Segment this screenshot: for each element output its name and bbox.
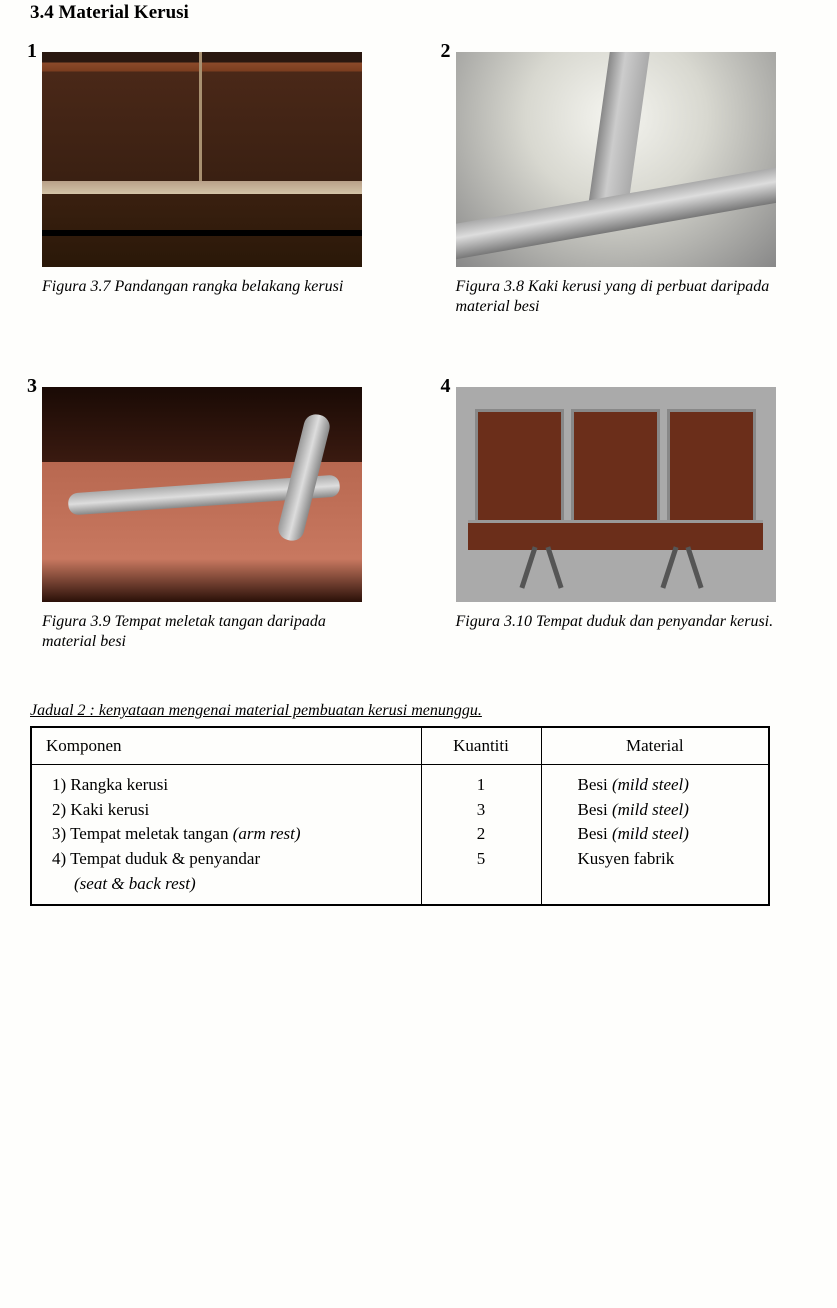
figure-caption: Figura 3.10 Tempat duduk dan penyandar k… <box>456 612 776 632</box>
material-table: Komponen Kuantiti Material 1) Rangka ker… <box>30 726 770 906</box>
section-heading: 3.4 Material Kerusi <box>30 0 807 52</box>
figure-image-3 <box>42 387 362 602</box>
table-row: 1) Rangka kerusi 2) Kaki kerusi 3) Tempa… <box>31 765 769 906</box>
figure-image-2 <box>456 52 776 267</box>
figure-block-1: 1 Figura 3.7 Pandangan rangka belakang k… <box>30 52 394 317</box>
figure-number: 3 <box>27 375 37 398</box>
figure-image-1 <box>42 52 362 267</box>
figure-block-2: 2 Figura 3.8 Kaki kerusi yang di perbuat… <box>444 52 808 317</box>
figure-caption: Figura 3.7 Pandangan rangka belakang ker… <box>42 277 362 297</box>
col-header-material: Material <box>541 727 769 765</box>
figure-block-4: 4 Figura 3.10 Tempat duduk dan penyandar… <box>444 387 808 652</box>
col-header-komponen: Komponen <box>31 727 421 765</box>
table-header-row: Komponen Kuantiti Material <box>31 727 769 765</box>
figure-caption: Figura 3.9 Tempat meletak tangan daripad… <box>42 612 362 652</box>
figure-number: 4 <box>441 375 451 398</box>
col-header-kuantiti: Kuantiti <box>421 727 541 765</box>
table-caption: Jadual 2 : kenyataan mengenai material p… <box>30 702 807 720</box>
figure-grid: 1 Figura 3.7 Pandangan rangka belakang k… <box>30 52 807 652</box>
figure-image-4 <box>456 387 776 602</box>
figure-block-3: 3 Figura 3.9 Tempat meletak tangan darip… <box>30 387 394 652</box>
cell-kuantiti: 1 3 2 5 <box>421 765 541 906</box>
figure-caption: Figura 3.8 Kaki kerusi yang di perbuat d… <box>456 277 776 317</box>
cell-komponen: 1) Rangka kerusi 2) Kaki kerusi 3) Tempa… <box>31 765 421 906</box>
figure-number: 1 <box>27 40 37 63</box>
figure-number: 2 <box>441 40 451 63</box>
cell-material: Besi (mild steel) Besi (mild steel) Besi… <box>541 765 769 906</box>
